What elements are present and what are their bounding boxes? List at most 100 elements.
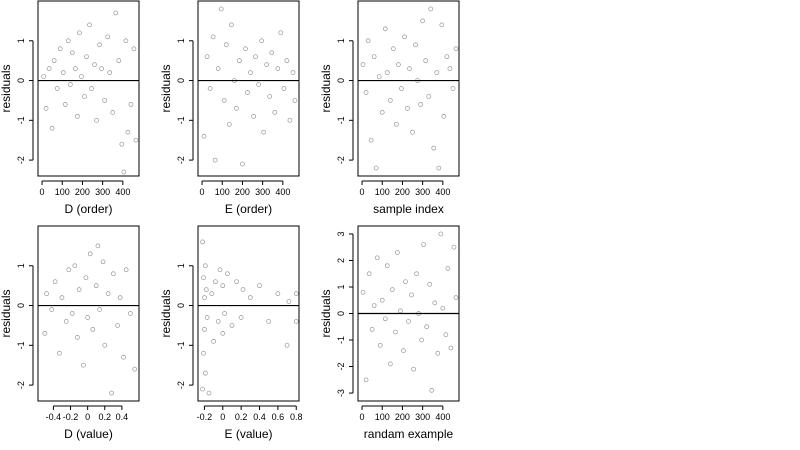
data-point — [360, 62, 366, 67]
data-point — [218, 6, 224, 12]
data-point — [69, 311, 75, 316]
data-point — [431, 145, 437, 151]
data-point — [416, 311, 421, 316]
data-point — [90, 327, 96, 332]
data-point — [102, 98, 108, 103]
data-point — [102, 342, 108, 348]
data-point — [72, 263, 78, 269]
data-point — [399, 86, 404, 91]
x-tick-label: 200 — [395, 412, 410, 422]
x-axis-title: E (order) — [225, 202, 272, 216]
data-point — [87, 251, 93, 257]
x-axis-title: sample index — [373, 202, 444, 216]
data-point — [424, 324, 430, 330]
data-point — [220, 283, 226, 289]
data-point — [382, 316, 388, 322]
y-axis-title: residuals — [0, 64, 13, 112]
data-point — [284, 342, 290, 348]
y-tick-label: 1 — [336, 284, 346, 289]
y-tick-label: 2 — [336, 258, 346, 263]
data-point — [243, 46, 248, 52]
data-point — [115, 323, 120, 328]
data-point — [411, 366, 416, 372]
scatter-panel-5: -0.2 0 0.2 0.4 0.6 0.8 -2 -1 0 1 E (value) residual… — [159, 225, 303, 441]
x-tick-label: 0.2 — [235, 412, 248, 422]
data-point — [435, 350, 441, 356]
data-point — [439, 22, 445, 28]
y-tick-label: 1 — [16, 263, 26, 268]
data-point — [226, 121, 232, 127]
data-point — [123, 267, 129, 273]
data-point — [212, 157, 218, 163]
data-point — [278, 30, 284, 36]
x-tick-label: -0.4 — [46, 412, 62, 422]
data-point — [373, 165, 379, 171]
data-point — [217, 267, 223, 273]
x-tick-label: 300 — [415, 187, 430, 197]
scatter-panel-4: -0.4 -0.2 0 0.2 0.4 -2 -1 0 1 D (value) residuals — [0, 225, 140, 441]
data-point — [395, 250, 400, 255]
x-tick-label: -0.2 — [197, 412, 213, 422]
data-point — [121, 354, 126, 360]
data-point — [131, 46, 137, 52]
y-tick-label: -1 — [336, 116, 346, 124]
data-point — [117, 295, 123, 300]
y-tick-label: 1 — [16, 38, 26, 43]
data-point — [60, 70, 66, 75]
data-point — [240, 287, 246, 292]
x-tick-label: 400 — [435, 187, 450, 197]
data-point — [438, 231, 444, 237]
data-point — [119, 141, 125, 147]
y-axis-title: residuals — [319, 64, 333, 112]
data-point — [420, 18, 425, 24]
data-point — [228, 22, 234, 28]
x-tick-label: 0 — [40, 187, 45, 197]
data-point — [450, 86, 456, 91]
data-point — [398, 308, 403, 314]
data-point — [453, 295, 459, 300]
data-point — [387, 98, 393, 103]
data-point — [75, 335, 80, 340]
data-point — [389, 287, 395, 292]
data-point — [429, 388, 435, 393]
data-point — [448, 345, 454, 351]
y-tick-label: -1 — [176, 116, 186, 124]
data-point — [77, 30, 82, 36]
data-point — [405, 106, 410, 111]
data-point — [84, 54, 89, 60]
data-point — [266, 319, 272, 324]
data-point — [441, 113, 447, 119]
data-point — [363, 90, 369, 95]
x-tick-label: 100 — [375, 412, 390, 422]
data-point — [444, 54, 450, 60]
data-point — [43, 106, 49, 111]
data-point — [100, 259, 106, 265]
data-point — [69, 50, 75, 56]
data-point — [269, 50, 275, 56]
data-point — [376, 74, 382, 79]
data-point — [57, 350, 62, 356]
y-tick-label: -1 — [16, 341, 26, 349]
data-point — [49, 125, 55, 131]
data-point — [93, 283, 99, 289]
data-point — [445, 266, 451, 271]
data-point — [110, 110, 116, 115]
scatter-panel-2: 0 100 200 300 400 -2 -1 0 1 E (order) residuals — [159, 0, 300, 216]
data-point — [281, 86, 287, 91]
y-tick-label: -2 — [16, 381, 26, 389]
data-point — [360, 289, 366, 295]
data-point — [245, 90, 250, 95]
data-point — [220, 331, 226, 336]
x-axis-title: D (value) — [64, 427, 113, 441]
y-axis-title: residuals — [159, 64, 173, 112]
x-tick-label: 0 — [360, 187, 365, 197]
data-point — [423, 58, 429, 64]
data-point — [59, 295, 65, 300]
data-point — [410, 129, 415, 135]
data-point — [83, 275, 89, 281]
data-point — [363, 377, 369, 383]
data-point — [256, 82, 261, 87]
y-tick-label: -2 — [336, 363, 346, 371]
y-tick-label: -3 — [336, 389, 346, 397]
x-tick-label: 0.4 — [253, 412, 266, 422]
